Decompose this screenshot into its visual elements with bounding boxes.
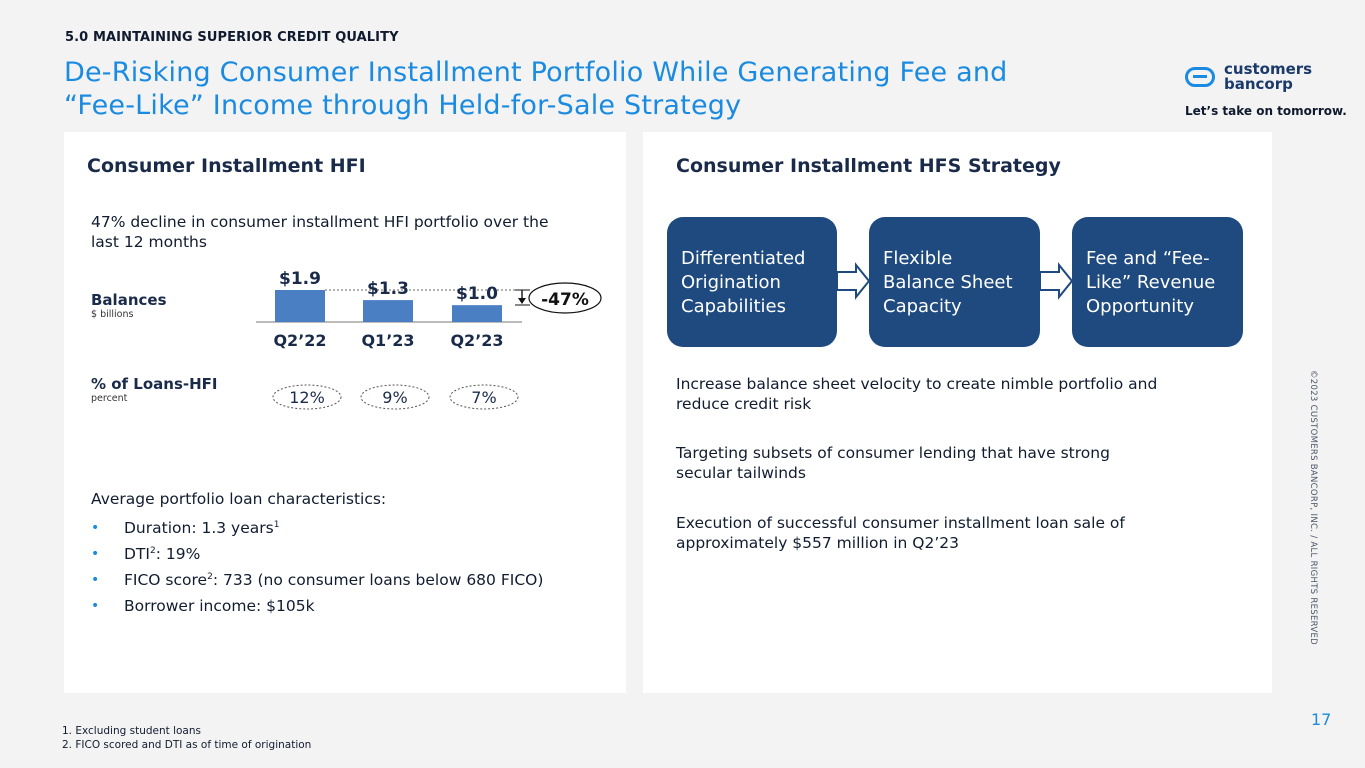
intro-text: 47% decline in consumer installment HFI …: [91, 212, 549, 252]
bullet-dot: •: [91, 520, 100, 536]
company-logo: customers bancorp: [1185, 62, 1312, 92]
footnotes: 1. Excluding student loans 2. FICO score…: [62, 724, 311, 752]
section-label: 5.0 MAINTAINING SUPERIOR CREDIT QUALITY: [65, 30, 399, 45]
flow-step-revenue: Fee and “Fee- Like” Revenue Opportunity: [1072, 217, 1243, 347]
right-panel-title: Consumer Installment HFS Strategy: [676, 155, 1061, 177]
characteristic-item: • FICO score2: 733 (no consumer loans bel…: [91, 567, 543, 593]
strategy-point: Execution of successful consumer install…: [676, 514, 1125, 552]
characteristics-lead: Average portfolio loan characteristics:: [91, 490, 387, 508]
page-title: De-Risking Consumer Installment Portfoli…: [64, 56, 1114, 122]
logo-icon: [1185, 65, 1215, 89]
intro-line-1: 47% decline in consumer installment HFI …: [91, 213, 549, 231]
tagline: Let’s take on tomorrow.: [1185, 104, 1347, 118]
left-panel-title: Consumer Installment HFI: [87, 155, 366, 177]
strategy-point: Increase balance sheet velocity to creat…: [676, 375, 1158, 413]
logo-text: customers bancorp: [1224, 62, 1312, 92]
flow-step-balance-sheet: Flexible Balance Sheet Capacity: [869, 217, 1040, 347]
logo-line-1: customers: [1224, 60, 1313, 78]
bullet-dot: •: [91, 572, 100, 588]
bullet-dot: •: [91, 546, 100, 562]
characteristic-item: • Borrower income: $105k: [91, 593, 543, 619]
characteristics-list: Average portfolio loan characteristics: …: [91, 489, 543, 619]
bullet-dot: •: [91, 598, 100, 614]
copyright-notice: ©2023 CUSTOMERS BANCORP, INC. / ALL RIGH…: [1308, 370, 1318, 645]
characteristic-item: • DTI2: 19%: [91, 541, 543, 567]
title-line-2: “Fee-Like” Income through Held-for-Sale …: [64, 90, 742, 121]
intro-line-2: last 12 months: [91, 233, 207, 251]
footnote-1: 1. Excluding student loans: [62, 725, 201, 737]
flow-step-origination: Differentiated Origination Capabilities: [667, 217, 837, 347]
characteristic-item: • Duration: 1.3 years1: [91, 515, 543, 541]
strategy-point: Targeting subsets of consumer lending th…: [676, 444, 1110, 482]
left-panel: [64, 132, 626, 693]
logo-line-2: bancorp: [1224, 75, 1293, 93]
page-number: 17: [1311, 710, 1332, 729]
footnote-2: 2. FICO scored and DTI as of time of ori…: [62, 739, 312, 751]
title-line-1: De-Risking Consumer Installment Portfoli…: [64, 57, 1008, 88]
